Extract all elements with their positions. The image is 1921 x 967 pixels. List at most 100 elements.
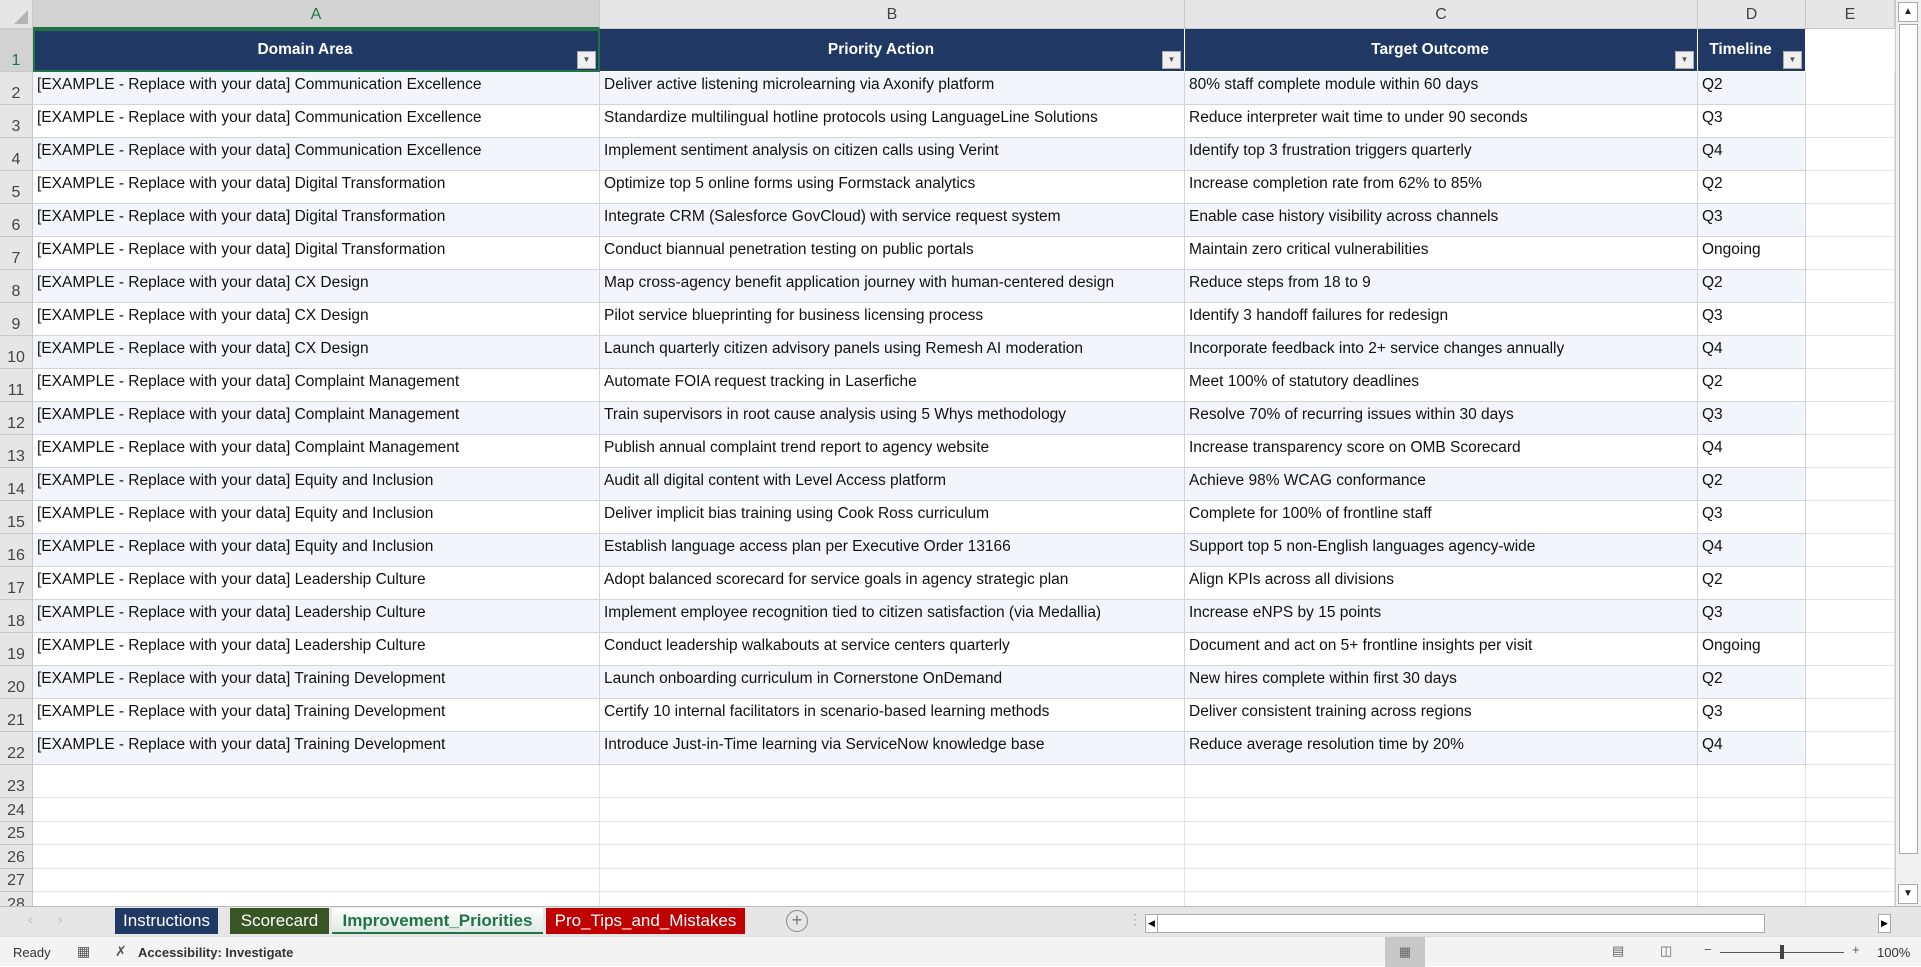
table-cell[interactable]: Pilot service blueprinting for business …	[600, 303, 1185, 336]
table-cell[interactable]: [EXAMPLE - Replace with your data] Commu…	[33, 105, 600, 138]
table-cell[interactable]: Deliver implicit bias training using Coo…	[600, 501, 1185, 534]
empty-cell[interactable]	[1806, 369, 1895, 402]
table-cell[interactable]: Automate FOIA request tracking in Laserf…	[600, 369, 1185, 402]
table-cell[interactable]: Deliver consistent training across regio…	[1185, 699, 1698, 732]
scroll-left-button[interactable]: ◀	[1146, 915, 1158, 932]
table-cell[interactable]: Implement employee recognition tied to c…	[600, 600, 1185, 633]
row-header-10[interactable]: 10	[0, 336, 33, 369]
row-header-27[interactable]: 27	[0, 868, 33, 892]
empty-cell[interactable]	[1806, 336, 1895, 369]
table-cell[interactable]: [EXAMPLE - Replace with your data] CX De…	[33, 303, 600, 336]
empty-cell[interactable]	[1698, 765, 1806, 798]
page-layout-view-icon[interactable]: ▤	[1612, 943, 1625, 958]
table-cell[interactable]: Q3	[1698, 204, 1806, 237]
row-header-23[interactable]: 23	[0, 765, 33, 798]
sheet-tab-scorecard[interactable]: Scorecard	[230, 908, 329, 934]
table-cell[interactable]: [EXAMPLE - Replace with your data] CX De…	[33, 270, 600, 303]
empty-cell[interactable]	[1806, 468, 1895, 501]
table-cell[interactable]: Q3	[1698, 105, 1806, 138]
table-cell[interactable]: Q2	[1698, 270, 1806, 303]
table-cell[interactable]: [EXAMPLE - Replace with your data] Leade…	[33, 633, 600, 666]
header-cell-timeline[interactable]: Timeline ▼	[1698, 29, 1806, 72]
table-cell[interactable]: Q4	[1698, 138, 1806, 171]
empty-cell[interactable]	[1185, 765, 1698, 798]
table-cell[interactable]: Complete for 100% of frontline staff	[1185, 501, 1698, 534]
row-header-15[interactable]: 15	[0, 501, 33, 534]
table-cell[interactable]: Q4	[1698, 732, 1806, 765]
add-sheet-icon[interactable]: +	[786, 910, 808, 932]
empty-cell[interactable]	[1806, 765, 1895, 798]
row-header-3[interactable]: 3	[0, 105, 33, 138]
table-cell[interactable]: Meet 100% of statutory deadlines	[1185, 369, 1698, 402]
table-cell[interactable]: Q2	[1698, 369, 1806, 402]
empty-cell[interactable]	[1806, 105, 1895, 138]
row-header-4[interactable]: 4	[0, 138, 33, 171]
table-cell[interactable]: Q3	[1698, 402, 1806, 435]
table-cell[interactable]: Audit all digital content with Level Acc…	[600, 468, 1185, 501]
empty-cell[interactable]	[1185, 798, 1698, 822]
empty-cell[interactable]	[1806, 633, 1895, 666]
table-cell[interactable]: Support top 5 non-English languages agen…	[1185, 534, 1698, 567]
table-cell[interactable]: [EXAMPLE - Replace with your data] Train…	[33, 666, 600, 699]
empty-cell[interactable]	[1806, 402, 1895, 435]
empty-cell[interactable]	[600, 765, 1185, 798]
empty-cell[interactable]	[600, 798, 1185, 822]
table-cell[interactable]: Certify 10 internal facilitators in scen…	[600, 699, 1185, 732]
table-cell[interactable]: Deliver active listening microlearning v…	[600, 72, 1185, 105]
table-cell[interactable]: Q3	[1698, 699, 1806, 732]
accessibility-status[interactable]: Accessibility: Investigate	[138, 945, 294, 960]
zoom-level[interactable]: 100%	[1877, 945, 1911, 960]
table-cell[interactable]: Adopt balanced scorecard for service goa…	[600, 567, 1185, 600]
row-header-8[interactable]: 8	[0, 270, 33, 303]
table-cell[interactable]: [EXAMPLE - Replace with your data] Compl…	[33, 435, 600, 468]
table-cell[interactable]: Conduct leadership walkabouts at service…	[600, 633, 1185, 666]
row-header-5[interactable]: 5	[0, 171, 33, 204]
empty-cell[interactable]	[600, 868, 1185, 892]
empty-cell[interactable]	[1806, 868, 1895, 892]
table-cell[interactable]: Q2	[1698, 567, 1806, 600]
table-cell[interactable]: [EXAMPLE - Replace with your data] Compl…	[33, 402, 600, 435]
table-cell[interactable]: Q2	[1698, 666, 1806, 699]
zoom-slider-thumb[interactable]	[1780, 945, 1784, 959]
sheet-tab-pro-tips-and-mistakes[interactable]: Pro_Tips_and_Mistakes	[546, 908, 745, 934]
header-cell-target-outcome[interactable]: Target Outcome ▼	[1185, 29, 1698, 72]
empty-cell[interactable]	[1806, 821, 1895, 845]
table-cell[interactable]: Q3	[1698, 600, 1806, 633]
table-cell[interactable]: Launch quarterly citizen advisory panels…	[600, 336, 1185, 369]
zoom-slider[interactable]	[1720, 945, 1844, 959]
table-cell[interactable]: Introduce Just-in-Time learning via Serv…	[600, 732, 1185, 765]
table-cell[interactable]: [EXAMPLE - Replace with your data] Train…	[33, 732, 600, 765]
empty-cell[interactable]	[1806, 204, 1895, 237]
table-cell[interactable]: [EXAMPLE - Replace with your data] Train…	[33, 699, 600, 732]
table-cell[interactable]: Publish annual complaint trend report to…	[600, 435, 1185, 468]
table-cell[interactable]: Identify 3 handoff failures for redesign	[1185, 303, 1698, 336]
horizontal-scrollbar[interactable]: ◀	[1145, 914, 1765, 933]
row-header-13[interactable]: 13	[0, 435, 33, 468]
table-cell[interactable]: Q3	[1698, 303, 1806, 336]
empty-cell[interactable]	[1806, 600, 1895, 633]
row-header-19[interactable]: 19	[0, 633, 33, 666]
table-cell[interactable]: Q4	[1698, 435, 1806, 468]
table-cell[interactable]: Establish language access plan per Execu…	[600, 534, 1185, 567]
empty-cell[interactable]	[1806, 237, 1895, 270]
row-header-9[interactable]: 9	[0, 303, 33, 336]
table-cell[interactable]: [EXAMPLE - Replace with your data] Digit…	[33, 171, 600, 204]
table-cell[interactable]: Train supervisors in root cause analysis…	[600, 402, 1185, 435]
empty-cell[interactable]	[33, 868, 600, 892]
empty-cell[interactable]	[1806, 29, 1895, 72]
table-cell[interactable]: Reduce steps from 18 to 9	[1185, 270, 1698, 303]
empty-cell[interactable]	[33, 845, 600, 869]
table-cell[interactable]: 80% staff complete module within 60 days	[1185, 72, 1698, 105]
zoom-in-icon[interactable]: +	[1852, 942, 1860, 957]
empty-cell[interactable]	[1806, 798, 1895, 822]
empty-cell[interactable]	[1698, 798, 1806, 822]
splitter-handle[interactable]: ⋮	[1128, 911, 1142, 927]
table-cell[interactable]: [EXAMPLE - Replace with your data] Leade…	[33, 567, 600, 600]
row-header-12[interactable]: 12	[0, 402, 33, 435]
header-cell-priority-action[interactable]: Priority Action ▼	[600, 29, 1185, 72]
row-header-22[interactable]: 22	[0, 732, 33, 765]
filter-dropdown-icon[interactable]: ▼	[1783, 51, 1802, 69]
normal-view-icon[interactable]: ▦	[1385, 937, 1425, 967]
table-cell[interactable]: Ongoing	[1698, 633, 1806, 666]
table-cell[interactable]: Increase transparency score on OMB Score…	[1185, 435, 1698, 468]
